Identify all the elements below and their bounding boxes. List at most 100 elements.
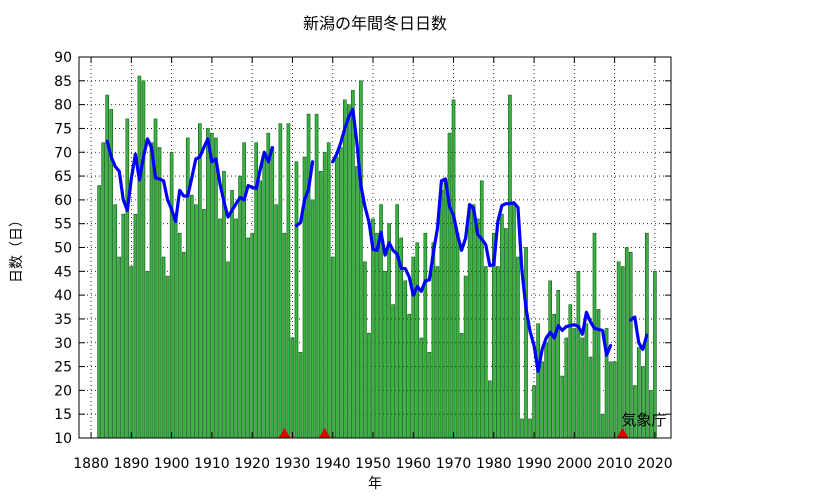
bar-1917 <box>238 175 242 439</box>
grid-lines <box>79 57 671 438</box>
bar-1911 <box>214 137 218 439</box>
bar-1993 <box>544 342 548 439</box>
bar-1954 <box>387 223 391 439</box>
bar-1974 <box>467 204 472 439</box>
bar-1900 <box>169 151 174 439</box>
bar-1908 <box>202 209 206 439</box>
y-tick-label: 65 <box>54 169 72 185</box>
bar-1948 <box>363 261 367 439</box>
bar-1923 <box>262 151 267 439</box>
bar-1984 <box>508 94 512 439</box>
bar-1947 <box>359 80 363 439</box>
bar-1959 <box>407 313 412 439</box>
y-tick-label: 55 <box>54 217 72 233</box>
bar-1982 <box>500 213 504 439</box>
bar-1924 <box>266 132 271 439</box>
bar-1996 <box>556 290 561 439</box>
y-tick-label: 80 <box>54 98 72 114</box>
bar-1964 <box>427 351 432 439</box>
bar-1914 <box>226 261 230 439</box>
source-label: 気象庁 <box>621 411 666 429</box>
marker-triangle-1928 <box>278 428 291 438</box>
y-tick-label: 75 <box>54 121 72 137</box>
x-tick-label: 1970 <box>436 456 472 472</box>
x-tick-label: 2010 <box>597 456 633 472</box>
bar-1902 <box>177 232 182 439</box>
bar-1907 <box>198 123 202 439</box>
bar-1961 <box>415 242 420 439</box>
marker-triangle-1938 <box>318 428 331 438</box>
bar-1926 <box>274 204 279 439</box>
bar-1889 <box>125 118 130 439</box>
moving-average-segment-1 <box>294 160 315 228</box>
bar-1888 <box>121 213 126 439</box>
y-tick-label: 85 <box>54 74 72 90</box>
bar-1910 <box>210 132 214 439</box>
bar-1895 <box>149 142 154 439</box>
x-tick-label: 1950 <box>355 456 391 472</box>
y-tick-label: 40 <box>54 288 72 304</box>
chart-title: 新潟の年間冬日日数 <box>303 14 447 33</box>
bar-1991 <box>536 323 540 439</box>
bar-1963 <box>423 232 428 439</box>
bar-1994 <box>548 280 552 439</box>
bar-1941 <box>334 156 339 439</box>
bar-1920 <box>250 232 254 439</box>
bar-2002 <box>580 337 585 439</box>
y-tick-label: 90 <box>54 50 72 66</box>
bar-1975 <box>471 204 476 439</box>
moving-average-line <box>105 107 649 373</box>
bar-2003 <box>584 323 589 439</box>
bar-1894 <box>145 271 150 439</box>
axes: 10 15 20 25 30 35 40 45 50 55 60 65 70 75 80 85 90 1880 18… <box>54 50 673 472</box>
bar-2011 <box>616 261 621 439</box>
bar-2005 <box>592 232 597 439</box>
bar-1919 <box>246 237 250 439</box>
bar-1966 <box>435 266 440 439</box>
bar-1890 <box>129 266 134 439</box>
y-tick-label: 10 <box>54 431 72 447</box>
y-tick-label: 50 <box>54 241 72 257</box>
bar-1985 <box>512 204 516 439</box>
bar-1936 <box>314 113 319 439</box>
x-tick-label: 2020 <box>637 456 673 472</box>
bar-1969 <box>447 132 452 439</box>
bar-1935 <box>310 199 315 439</box>
bar-1934 <box>306 113 311 439</box>
bar-1997 <box>560 375 565 439</box>
bar-1989 <box>528 418 532 439</box>
bar-2010 <box>612 361 617 439</box>
bar-1955 <box>391 304 395 439</box>
x-tick-label: 1910 <box>194 456 230 472</box>
bar-1892 <box>137 75 142 439</box>
bar-1950 <box>371 218 375 439</box>
bar-1899 <box>165 275 170 439</box>
bar-1904 <box>185 137 190 439</box>
bar-1916 <box>234 218 238 439</box>
bar-1939 <box>326 142 331 439</box>
y-tick-label: 70 <box>54 145 72 161</box>
moving-average-segment-0 <box>105 137 274 223</box>
bar-1918 <box>242 142 246 439</box>
bar-1932 <box>298 351 303 439</box>
bar-2007 <box>600 413 605 439</box>
x-tick-label: 1890 <box>114 456 150 472</box>
bar-2001 <box>576 271 581 439</box>
bar-1886 <box>113 204 118 439</box>
bar-1897 <box>157 147 162 439</box>
bar-1962 <box>419 337 424 439</box>
x-tick-label: 1940 <box>315 456 351 472</box>
bar-1973 <box>463 275 468 439</box>
bar-1930 <box>290 337 295 439</box>
x-tick-label: 1930 <box>275 456 311 472</box>
bar-1943 <box>342 99 347 439</box>
x-tick-label: 2000 <box>557 456 593 472</box>
bar-1965 <box>431 242 436 439</box>
bar-1905 <box>189 194 194 439</box>
bar-1986 <box>516 256 520 439</box>
bar-2000 <box>572 328 577 439</box>
y-tick-label: 20 <box>54 383 72 399</box>
bar-1992 <box>540 361 544 439</box>
bar-1906 <box>193 204 198 439</box>
